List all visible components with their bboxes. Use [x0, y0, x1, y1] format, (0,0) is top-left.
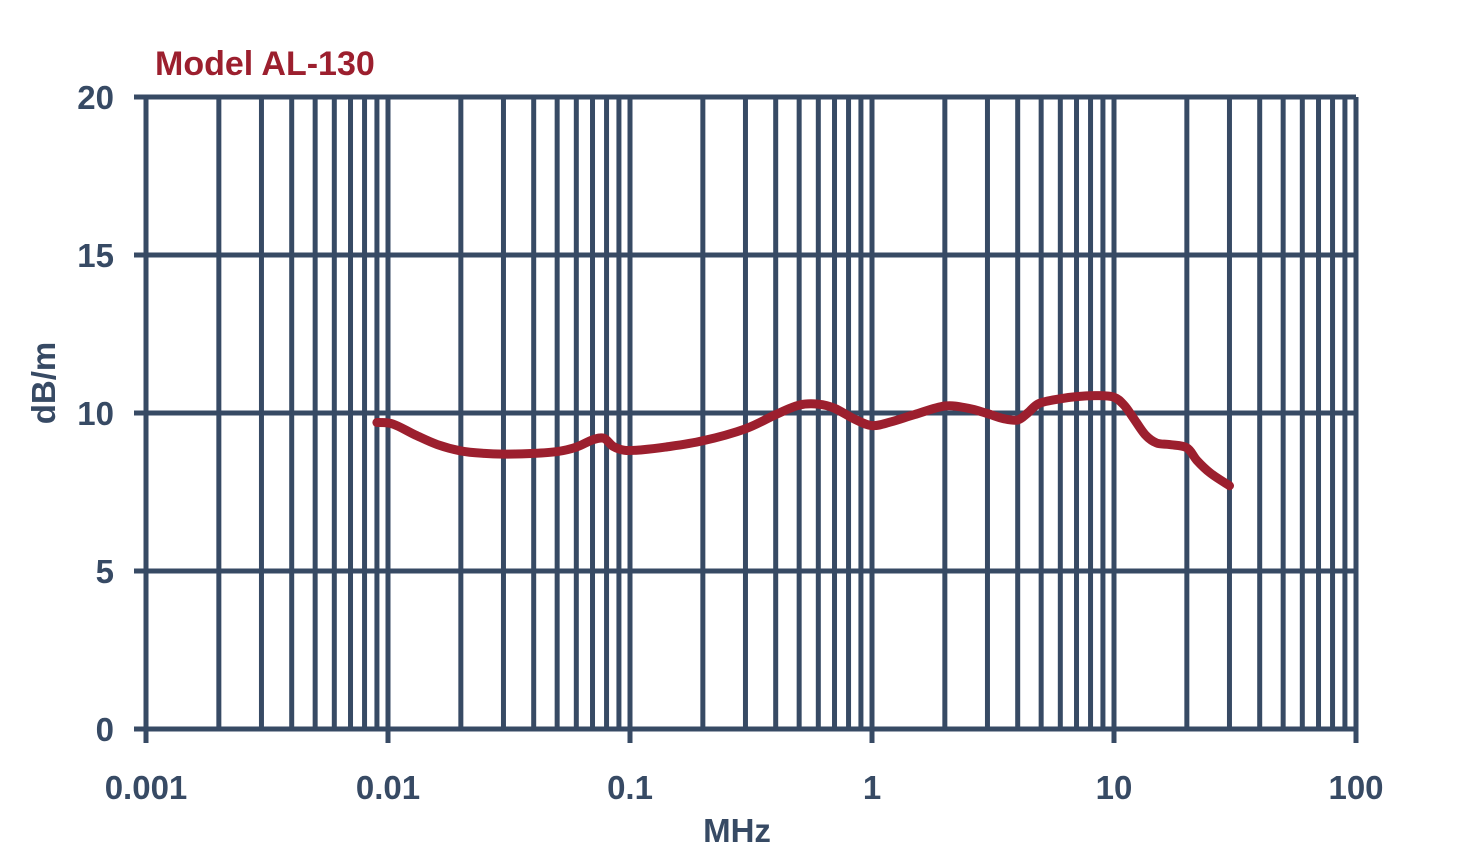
y-tick-label: 0	[96, 711, 114, 748]
x-tick-label: 1	[863, 769, 881, 806]
tick-labels: 0.001 0.01 0.1 1 10 100 0 5 10 15 20	[77, 79, 1383, 806]
chart-title: Model AL-130	[155, 45, 375, 83]
y-axis-label: dB/m	[25, 342, 62, 425]
y-tick-label: 5	[96, 553, 114, 590]
x-tick-label: 10	[1096, 769, 1133, 806]
x-tick-label: 0.001	[105, 769, 188, 806]
y-tick-label: 20	[77, 79, 114, 116]
x-axis-label: MHz	[703, 812, 771, 849]
series-layer	[372, 391, 1234, 491]
x-tick-label: 100	[1328, 769, 1383, 806]
grid	[134, 94, 1359, 743]
x-tick-label: 0.01	[356, 769, 420, 806]
x-tick-label: 0.1	[607, 769, 653, 806]
y-tick-label: 15	[77, 237, 114, 274]
series-line	[372, 391, 1234, 491]
y-tick-label: 10	[77, 395, 114, 432]
